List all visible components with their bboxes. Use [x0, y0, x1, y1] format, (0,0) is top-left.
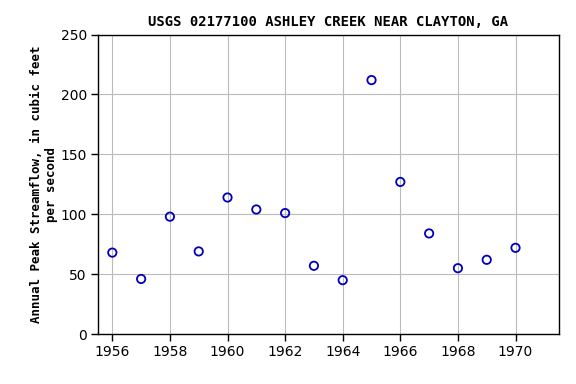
Point	[137, 276, 146, 282]
Y-axis label: Annual Peak Streamflow, in cubic feet
per second: Annual Peak Streamflow, in cubic feet pe…	[29, 46, 58, 323]
Point	[425, 230, 434, 237]
Point	[281, 210, 290, 216]
Point	[194, 248, 203, 255]
Point	[252, 207, 261, 213]
Point	[309, 263, 319, 269]
Point	[367, 77, 376, 83]
Point	[165, 214, 175, 220]
Point	[511, 245, 520, 251]
Point	[396, 179, 405, 185]
Point	[108, 250, 117, 256]
Point	[482, 257, 491, 263]
Point	[338, 277, 347, 283]
Point	[223, 194, 232, 200]
Title: USGS 02177100 ASHLEY CREEK NEAR CLAYTON, GA: USGS 02177100 ASHLEY CREEK NEAR CLAYTON,…	[148, 15, 509, 29]
Point	[453, 265, 463, 271]
